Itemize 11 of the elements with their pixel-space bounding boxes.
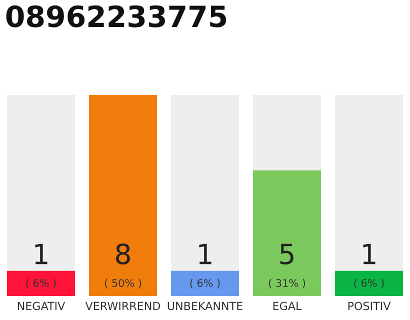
data-label: 1 ( 6% ) <box>190 244 220 288</box>
x-tick-label: POSITIV <box>348 302 391 310</box>
data-label: 1 ( 6% ) <box>26 244 56 288</box>
x-tick-label: UNBEKANNTE <box>168 302 242 310</box>
data-label: 5 ( 31% ) <box>268 244 306 288</box>
data-label: 1 ( 6% ) <box>354 244 384 288</box>
x-tick-label: NEGATIV <box>18 302 66 310</box>
data-label: 8 ( 50% ) <box>104 243 142 288</box>
chart-title: 08962233775 <box>6 5 226 28</box>
x-tick-label: EGAL <box>273 302 302 310</box>
x-tick-label: VERWIRREND <box>85 302 160 310</box>
